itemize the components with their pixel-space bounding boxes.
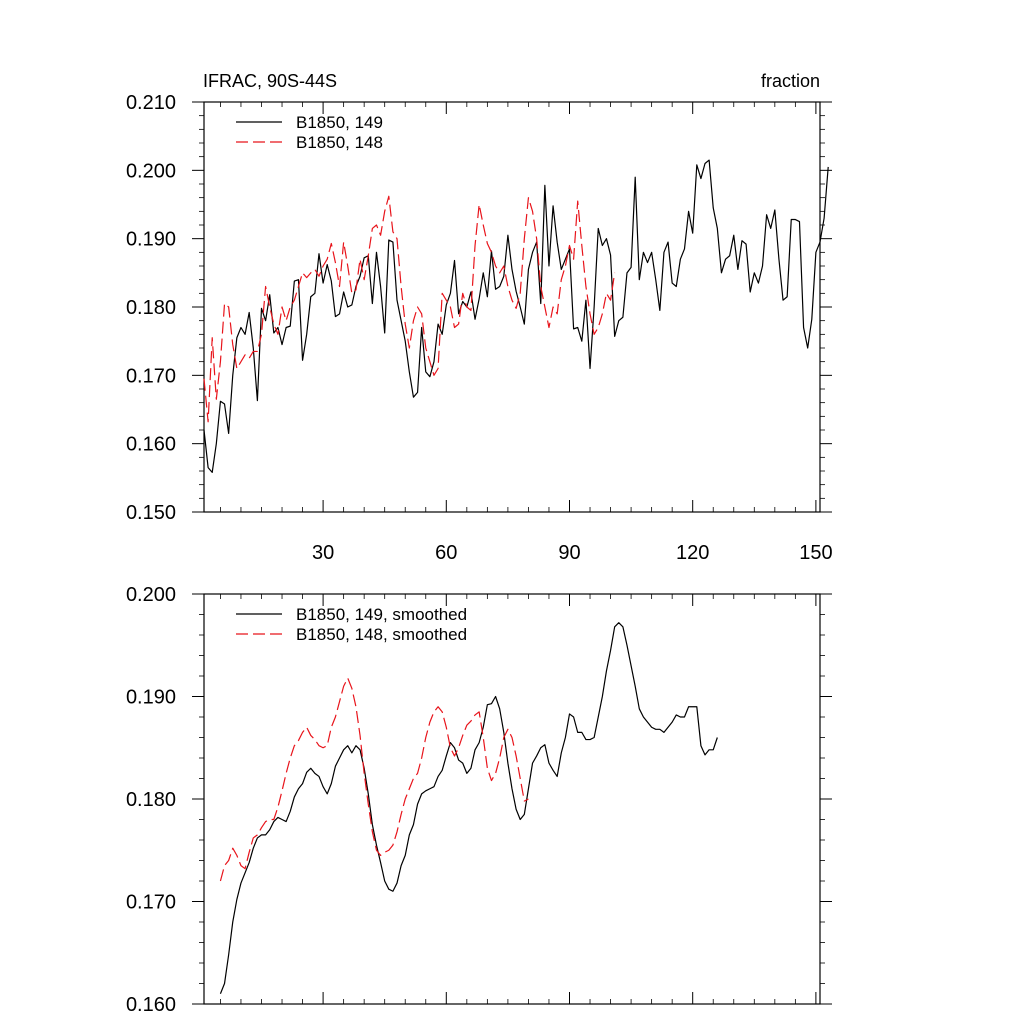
y-tick-label: 0.160 xyxy=(126,434,176,456)
y-tick-label: 0.190 xyxy=(126,687,176,709)
y-tick-label: 0.190 xyxy=(126,229,176,251)
series-line-2 xyxy=(203,195,616,423)
plot-frame xyxy=(203,593,821,1005)
y-tick-label: 0.180 xyxy=(126,789,176,811)
legend-label-1: B1850, 149, smoothed xyxy=(296,605,467,624)
chart-units: fraction xyxy=(761,71,820,91)
y-tick-label: 0.150 xyxy=(126,502,176,524)
x-tick-label: 120 xyxy=(676,542,709,564)
bottom-chart-panel: 0.160 0.170 0.180 0.190 0.200 B1850, 149, smo… xyxy=(126,584,832,1016)
legend-label-2: B1850, 148 xyxy=(296,133,383,152)
y-tick-label: 0.160 xyxy=(126,994,176,1016)
legend-label-2: B1850, 148, smoothed xyxy=(296,625,467,644)
x-tick-label: 60 xyxy=(435,542,457,564)
y-tick-label: 0.200 xyxy=(126,160,176,182)
y-tick-label: 0.170 xyxy=(126,365,176,387)
series-line-2 xyxy=(219,677,529,882)
y-tick-label: 0.210 xyxy=(126,92,176,114)
top-chart-panel: 30 60 90 120 150 0.150 0.160 0.170 0.180 0.190 0.2… xyxy=(126,92,833,564)
x-tick-label: 90 xyxy=(558,542,580,564)
series-line-1 xyxy=(203,159,829,473)
plot-frame xyxy=(203,101,821,513)
x-tick-label: 150 xyxy=(799,542,832,564)
y-tick-label: 0.200 xyxy=(126,584,176,606)
y-tick-label: 0.170 xyxy=(126,892,176,914)
chart-title: IFRAC, 90S-44S xyxy=(203,71,337,91)
x-tick-label: 30 xyxy=(312,542,334,564)
legend-label-1: B1850, 149 xyxy=(296,113,383,132)
series-line-1 xyxy=(219,622,718,994)
y-tick-label: 0.180 xyxy=(126,297,176,319)
